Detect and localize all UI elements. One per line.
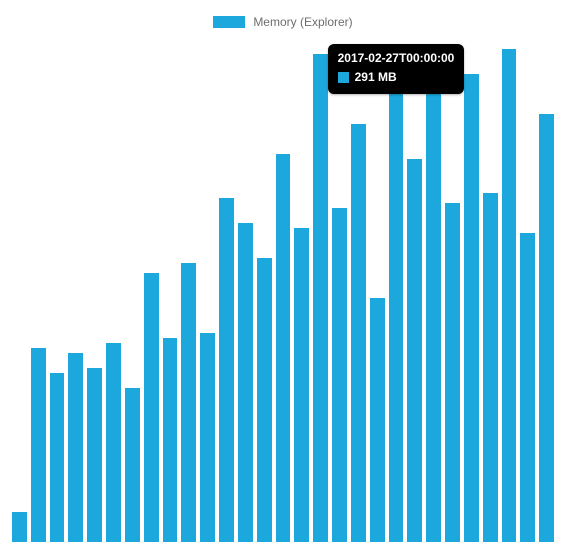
bar[interactable] (125, 388, 140, 542)
bar[interactable] (181, 263, 196, 542)
bars-container (12, 44, 554, 542)
bar[interactable] (426, 69, 441, 542)
bar[interactable] (445, 203, 460, 542)
bar[interactable] (163, 338, 178, 542)
bar[interactable] (144, 273, 159, 542)
bar[interactable] (370, 298, 385, 542)
bar[interactable] (200, 333, 215, 542)
tooltip-value: 291 MB (355, 69, 397, 86)
bar[interactable] (502, 49, 517, 542)
bar[interactable] (238, 223, 253, 542)
bar[interactable] (257, 258, 272, 542)
bar[interactable] (464, 74, 479, 542)
tooltip-swatch (338, 72, 349, 83)
bar[interactable] (351, 124, 366, 542)
bar[interactable] (50, 373, 65, 542)
plot-area: 2017-02-27T00:00:00 291 MB (12, 44, 554, 542)
bar[interactable] (219, 198, 234, 542)
bar[interactable] (276, 154, 291, 542)
bar[interactable] (483, 193, 498, 542)
bar[interactable] (389, 84, 404, 542)
legend-label: Memory (Explorer) (253, 15, 352, 29)
bar[interactable] (539, 114, 554, 542)
legend-swatch (213, 16, 245, 28)
legend: Memory (Explorer) (0, 0, 566, 36)
memory-chart: Memory (Explorer) 2017-02-27T00:00:00 29… (0, 0, 566, 560)
bar[interactable] (294, 228, 309, 542)
bar[interactable] (407, 159, 422, 542)
tooltip-title: 2017-02-27T00:00:00 (338, 50, 455, 67)
bar[interactable] (106, 343, 121, 542)
tooltip: 2017-02-27T00:00:00 291 MB (328, 44, 465, 94)
bar[interactable] (87, 368, 102, 542)
bar[interactable] (68, 353, 83, 542)
bar[interactable] (520, 233, 535, 542)
bar[interactable] (332, 208, 347, 542)
bar[interactable] (31, 348, 46, 542)
tooltip-value-row: 291 MB (338, 69, 455, 86)
bar[interactable] (12, 512, 27, 542)
bar[interactable] (313, 54, 328, 542)
